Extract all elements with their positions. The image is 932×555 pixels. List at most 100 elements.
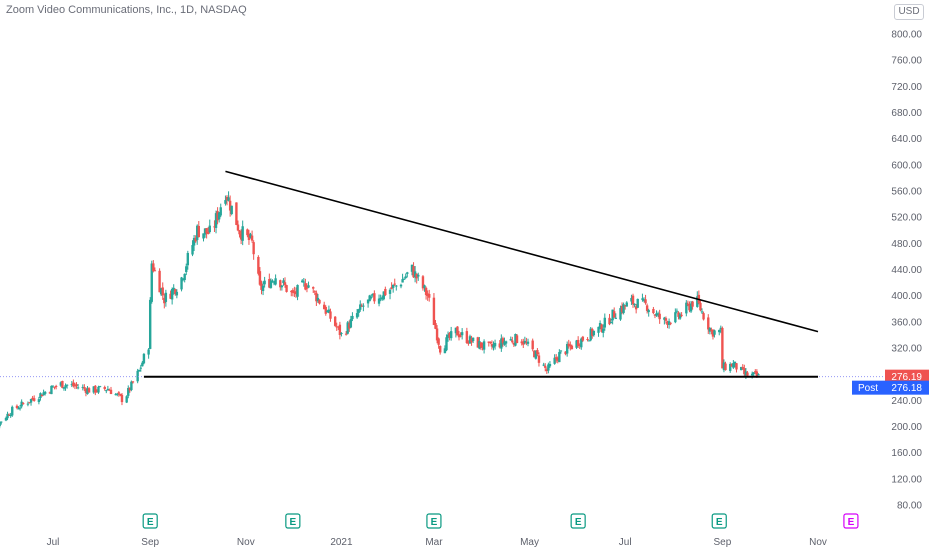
candle-body [108,389,111,391]
candle [40,394,44,397]
candle-body [642,299,646,301]
candle [439,345,442,355]
candle [114,393,117,396]
x-axis[interactable]: Jul Sep Nov 2021 Mar May Jul Sep Nov [47,537,827,548]
candle-body [390,287,393,289]
candle [589,326,592,342]
symbol-title[interactable]: Zoom Video Communications, Inc., 1D, NAS… [6,4,247,16]
descending-trendline [225,170,819,333]
candle-body [51,386,55,388]
candle-body [559,350,563,352]
candle-body [163,297,166,304]
candle-body [500,338,503,349]
candle-body [504,341,508,344]
candle [42,389,45,396]
candle-body [31,397,34,400]
y-tick-label: 360.00 [891,317,922,328]
candle-body [70,384,74,386]
candle [501,336,505,347]
candle-body [206,232,210,234]
currency-button[interactable]: USD [894,4,924,20]
candle-body [576,339,580,347]
candle [446,331,450,342]
candle-body [131,381,135,383]
candle-body [203,228,207,235]
candle-body [609,322,613,324]
candle [426,290,429,301]
candle-body [150,263,153,302]
candle-body [72,382,75,387]
candle [108,388,111,391]
candle-body [471,337,475,342]
candle-body [569,344,572,347]
candle-body [169,293,172,299]
candle-body [127,388,130,396]
candle-body [633,303,636,306]
candle [547,362,550,374]
candle [401,273,404,283]
y-tick-label: 800.00 [891,30,922,41]
candle [370,294,373,300]
candle-body [312,287,315,289]
candle-body [239,233,243,240]
candle-body [174,289,177,295]
candle-body [366,299,370,304]
candle [326,309,329,313]
candle [567,339,570,349]
candle-body [246,229,249,236]
candle-body [39,393,42,398]
candle [512,342,516,348]
candle [655,310,658,317]
candle [51,385,55,388]
candle [94,385,97,396]
candle-body [479,342,483,348]
candle-body [117,392,121,394]
candle-body [597,326,600,333]
candle [388,288,392,300]
candle [465,327,469,344]
candle [304,278,307,291]
candle-body [739,366,743,371]
candle [6,411,9,421]
candle-body [219,207,222,216]
candle [174,288,177,296]
candle [296,284,299,301]
candle-body [460,332,464,336]
candle-body [523,340,527,344]
candle [732,360,735,370]
candle [470,335,473,346]
candle [757,373,760,376]
candle [225,195,229,206]
candle [180,276,183,292]
candle-body [611,309,614,321]
candle [382,291,385,301]
candle [224,195,227,206]
candle [664,316,668,324]
candle [368,294,371,302]
candle-body [271,280,274,282]
candle-body [620,305,624,312]
candle-body [689,303,693,312]
candle-body [555,357,558,360]
candle-body [236,224,240,231]
earnings-markers[interactable]: EEEEEEE [0,513,859,529]
candle [730,363,733,367]
candle-body [263,280,266,285]
candle [357,308,360,317]
candle [424,286,428,300]
candle-body [141,362,144,367]
earnings-marker-upcoming: E [843,513,859,529]
earnings-marker: E [142,513,158,529]
y-axis[interactable]: 80.00120.00160.00200.00240.00280.00320.0… [891,30,922,512]
post-price-tag: Post [858,383,878,394]
candle-body [202,233,205,239]
candle [9,412,12,418]
candle [163,293,166,309]
candle-body [631,295,635,305]
candle-body [120,394,124,403]
candle [581,335,585,342]
candle-body [395,285,398,287]
candle-body [291,290,295,293]
